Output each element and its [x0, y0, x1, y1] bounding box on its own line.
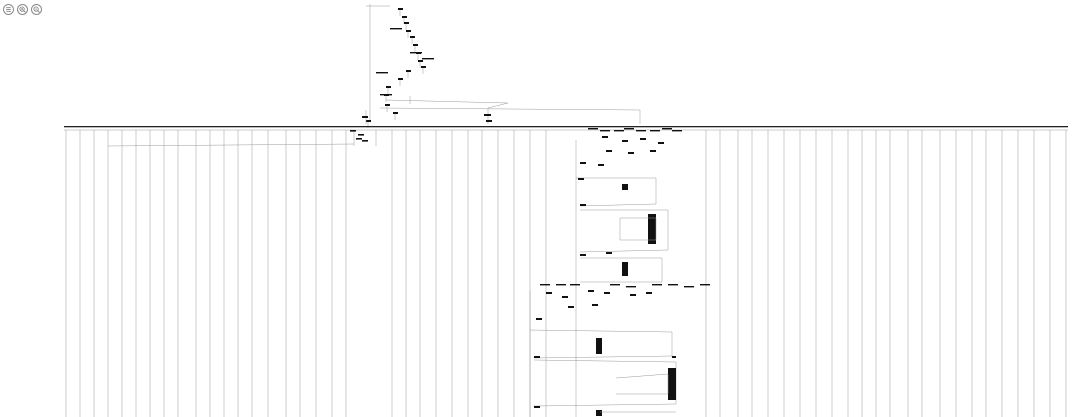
graph-node	[596, 338, 602, 354]
graph-node	[534, 406, 540, 408]
graph-node	[610, 284, 620, 286]
graph-node	[648, 214, 656, 244]
graph-edge	[107, 143, 355, 147]
graph-divider	[64, 126, 1068, 128]
graph-node	[636, 130, 646, 132]
graph-node	[652, 284, 662, 286]
graph-node	[604, 292, 610, 294]
graph-node	[630, 294, 636, 296]
graph-edge	[379, 107, 641, 124]
graph-node	[546, 292, 552, 294]
graph-node	[622, 140, 628, 142]
graph-node	[580, 162, 586, 164]
graph-node	[486, 120, 492, 122]
graph-node	[588, 290, 594, 292]
graph-edge	[576, 177, 657, 207]
graph-node	[596, 410, 602, 416]
graph-node	[410, 52, 422, 54]
graph-node	[628, 152, 634, 154]
graph-node	[658, 142, 664, 144]
graph-node	[556, 284, 566, 286]
graph-node	[366, 120, 371, 122]
graph-node	[606, 252, 612, 254]
graph-edge	[580, 257, 663, 283]
graph-node	[568, 306, 574, 308]
graph-node	[592, 304, 598, 306]
graph-node	[540, 284, 550, 286]
graph-node	[668, 368, 676, 400]
graph-node	[410, 36, 415, 38]
graph-node	[640, 138, 646, 140]
graph-node	[614, 130, 624, 132]
graph-node	[413, 44, 418, 46]
zoom-in-button[interactable]	[17, 4, 28, 15]
graph-node	[650, 130, 660, 132]
graph-node	[484, 114, 491, 116]
graph-node	[622, 184, 628, 190]
graph-node	[402, 16, 407, 18]
graph-node	[598, 164, 604, 166]
graph-edge	[619, 217, 657, 241]
graph-node	[350, 130, 356, 132]
zoom-out-icon	[33, 6, 40, 13]
graph-node	[393, 112, 398, 114]
menu-button[interactable]	[3, 4, 14, 15]
graph-node	[421, 66, 426, 68]
graph-node	[422, 58, 434, 60]
graph-node	[662, 128, 672, 130]
graph-node	[684, 286, 694, 288]
graph-node	[624, 128, 634, 130]
graph-node	[385, 104, 390, 106]
graph-node	[362, 116, 368, 118]
graph-node	[672, 356, 676, 358]
graph-node	[650, 150, 656, 152]
graph-node	[386, 86, 391, 88]
graph-edge	[533, 359, 677, 407]
graph-node	[404, 22, 409, 24]
graph-node	[536, 318, 542, 320]
graph-node	[622, 262, 628, 276]
graph-node	[606, 150, 612, 152]
graph-node	[600, 130, 610, 132]
graph-node	[578, 178, 584, 180]
graph-node	[406, 30, 411, 32]
graph-node	[602, 136, 608, 138]
graph-node	[626, 286, 636, 288]
menu-icon	[6, 7, 11, 12]
zoom-out-button[interactable]	[31, 4, 42, 15]
graph-node	[570, 284, 580, 286]
graph-edge	[385, 99, 509, 104]
graph-node	[562, 296, 568, 298]
graph-node	[376, 72, 388, 74]
graph-node	[356, 138, 362, 140]
graph-edge	[487, 102, 509, 109]
graph-edge	[615, 373, 669, 395]
graph-node	[418, 60, 423, 62]
graph-node	[534, 356, 540, 358]
graph-toolbar	[3, 4, 42, 15]
graph-node	[668, 284, 678, 286]
graph-node	[700, 284, 710, 286]
graph-node	[406, 70, 411, 72]
graph-node	[398, 78, 403, 80]
graph-node	[672, 130, 682, 132]
graph-node	[398, 8, 403, 10]
graph-node	[362, 140, 368, 142]
graph-node	[580, 254, 586, 256]
graph-node	[580, 204, 586, 206]
graph-node	[380, 94, 392, 96]
graph-edge	[579, 209, 669, 253]
zoom-in-icon	[19, 6, 26, 13]
graph-node	[588, 128, 598, 130]
graph-node	[358, 134, 364, 136]
graph-node	[646, 292, 652, 294]
graph-edge	[529, 329, 673, 359]
graph-node	[390, 28, 402, 30]
